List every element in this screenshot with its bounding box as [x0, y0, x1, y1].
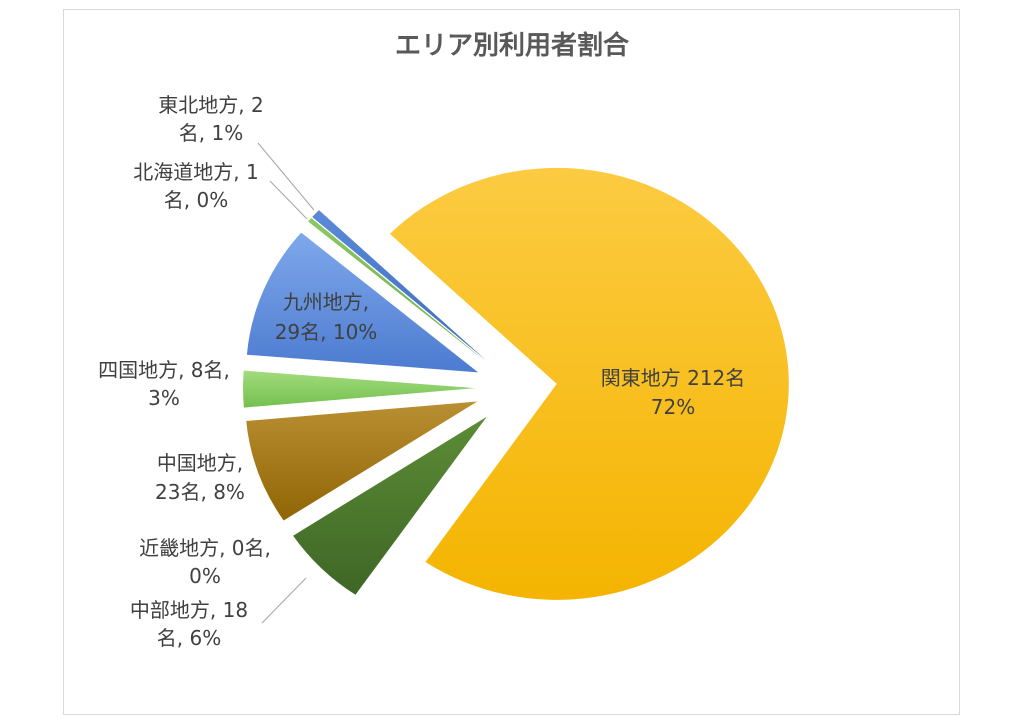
data-label-kyushu: 九州地方, 29名, 10% — [275, 290, 378, 344]
data-label-chugoku-line-2: 23名, 8% — [155, 480, 245, 504]
data-label-kyushu-line-2: 29名, 10% — [275, 320, 378, 344]
data-label-tohoku: 東北地方, 2 名, 1% — [158, 93, 263, 145]
leader-line-chubu — [261, 577, 307, 624]
data-label-shikoku-line-1: 四国地方, 8名, — [98, 358, 230, 382]
data-label-kanto-line-2: 72% — [651, 395, 695, 419]
leader-line-tohoku — [257, 142, 315, 211]
data-label-shikoku: 四国地方, 8名, 3% — [98, 358, 230, 410]
pie-slice-hokkaido — [308, 217, 486, 362]
data-labels: 北海道地方, 1 名, 0% 東北地方, 2 名, 1% 関東地方 212名 72% 中部地… — [98, 93, 745, 650]
data-label-kanto-line-1: 関東地方 212名 — [601, 366, 746, 390]
leader-lines — [257, 142, 315, 624]
leader-line-hokkaido — [269, 180, 308, 220]
pie-slices — [242, 167, 789, 600]
data-label-tohoku-line-1: 東北地方, 2 — [158, 93, 263, 117]
data-label-kanto: 関東地方 212名 72% — [601, 366, 746, 419]
chart-title: エリア別利用者割合 — [395, 30, 630, 61]
data-label-shikoku-line-2: 3% — [148, 386, 180, 410]
data-label-chubu-line-1: 中部地方, 18 — [130, 598, 248, 622]
data-label-kinki-line-1: 近畿地方, 0名, — [139, 536, 271, 560]
data-label-chugoku-line-1: 中国地方, — [157, 451, 243, 475]
data-label-hokkaido: 北海道地方, 1 名, 0% — [133, 160, 258, 212]
data-label-kinki: 近畿地方, 0名, 0% — [139, 536, 271, 588]
pie-slice-chugoku — [246, 401, 478, 521]
data-label-chubu: 中部地方, 18 名, 6% — [130, 598, 248, 650]
pie-slice-chubu — [293, 416, 487, 595]
chart-frame — [63, 9, 960, 715]
pie-slice-kyushu — [246, 232, 479, 373]
data-label-hokkaido-line-1: 北海道地方, 1 — [133, 160, 258, 184]
data-label-hokkaido-line-2: 名, 0% — [164, 188, 228, 212]
pie-slice-shikoku — [242, 370, 475, 408]
data-label-chubu-line-2: 名, 6% — [157, 626, 221, 650]
data-label-kinki-line-2: 0% — [189, 564, 221, 588]
data-label-chugoku: 中国地方, 23名, 8% — [155, 451, 245, 504]
pie-slice-kanto — [389, 167, 789, 600]
data-label-kyushu-line-1: 九州地方, — [283, 290, 369, 314]
pie-slice-tohoku — [312, 210, 486, 361]
data-label-tohoku-line-2: 名, 1% — [179, 121, 243, 145]
